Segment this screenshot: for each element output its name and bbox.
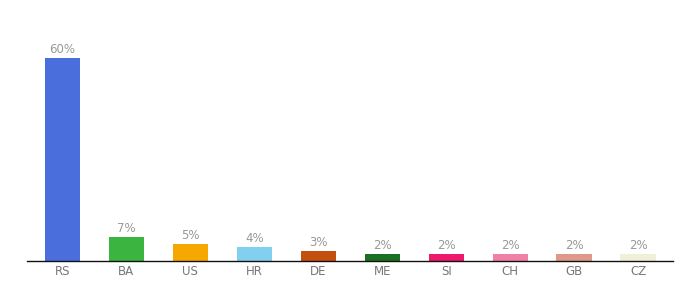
Bar [556, 254, 592, 261]
Bar [492, 254, 528, 261]
Text: 2%: 2% [373, 239, 392, 252]
Bar [45, 58, 80, 261]
Bar [237, 248, 272, 261]
Text: 60%: 60% [50, 43, 75, 56]
Text: 2%: 2% [629, 239, 647, 252]
Bar [364, 254, 400, 261]
Text: 4%: 4% [245, 232, 264, 245]
Bar [620, 254, 656, 261]
Bar [428, 254, 464, 261]
Text: 3%: 3% [309, 236, 328, 249]
Text: 2%: 2% [565, 239, 583, 252]
Text: 7%: 7% [117, 222, 135, 235]
Bar [301, 251, 336, 261]
Text: 2%: 2% [437, 239, 456, 252]
Bar [109, 237, 144, 261]
Text: 5%: 5% [181, 229, 199, 242]
Bar [173, 244, 208, 261]
Text: 2%: 2% [500, 239, 520, 252]
